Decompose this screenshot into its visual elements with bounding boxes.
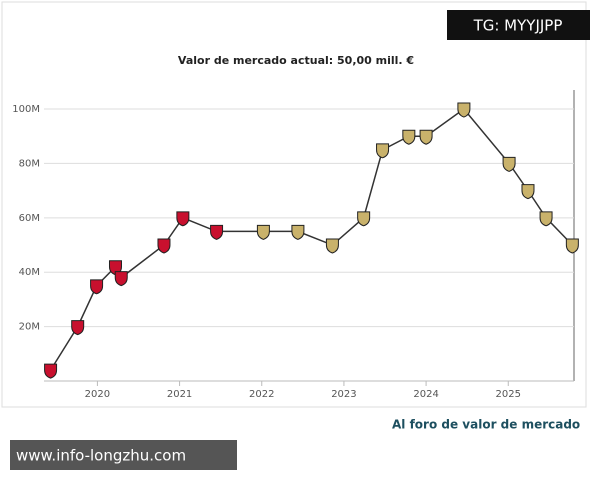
chart-title: Valor de mercado actual: 50,00 mill. € xyxy=(178,54,414,67)
data-point xyxy=(419,129,433,145)
data-point xyxy=(502,156,516,172)
y-tick-label: 60M xyxy=(19,213,40,224)
data-point xyxy=(291,224,305,240)
y-tick-label: 20M xyxy=(19,322,40,333)
watermark: TG: MYYJJPP xyxy=(473,17,563,35)
data-point xyxy=(90,279,104,295)
data-point xyxy=(176,211,190,227)
x-tick-label: 2024 xyxy=(413,389,438,400)
data-point xyxy=(521,184,535,200)
x-tick-label: 2021 xyxy=(167,389,192,400)
watermark-box xyxy=(10,440,237,470)
x-tick-label: 2020 xyxy=(85,389,110,400)
data-point xyxy=(256,224,270,240)
market-value-link[interactable]: Al foro de valor de mercado xyxy=(392,418,580,432)
watermark-box xyxy=(447,10,590,40)
y-tick-label: 40M xyxy=(19,267,40,278)
x-tick-label: 2023 xyxy=(331,389,356,400)
data-point xyxy=(157,238,171,254)
chart-frame xyxy=(1,1,587,408)
data-point xyxy=(71,320,85,336)
data-point xyxy=(114,271,128,287)
x-tick-label: 2025 xyxy=(496,389,521,400)
data-point xyxy=(44,363,58,379)
data-point xyxy=(325,238,339,254)
y-tick-label: 80M xyxy=(19,158,40,169)
data-point xyxy=(357,211,371,227)
watermark: www.info-longzhu.com xyxy=(16,447,186,465)
line xyxy=(49,108,573,371)
data-point xyxy=(457,102,471,118)
data-point xyxy=(210,224,224,240)
data-point xyxy=(402,129,416,145)
data-point xyxy=(376,143,390,159)
y-tick-label: 100M xyxy=(12,104,40,115)
data-point xyxy=(539,211,553,227)
x-tick-label: 2022 xyxy=(249,389,274,400)
data-point xyxy=(565,238,579,254)
